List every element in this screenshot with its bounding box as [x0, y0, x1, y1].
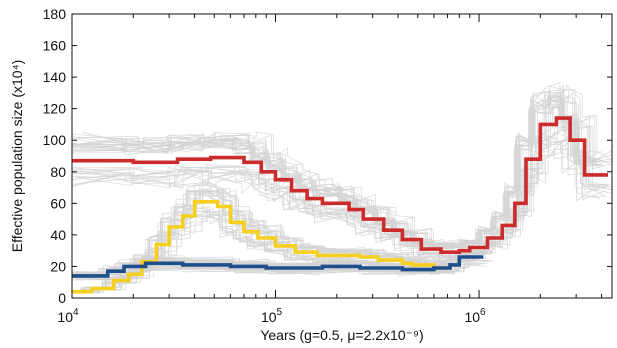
bootstrap-line — [71, 95, 600, 249]
bootstrap-line — [75, 264, 488, 280]
bootstrap-line — [79, 212, 455, 294]
plot-frame — [71, 13, 613, 299]
y-tick-label: 120 — [43, 101, 67, 117]
axis-ticks: 0 20 40 60 80 100 120 140 160 180 104 105 106 — [43, 6, 612, 325]
series-line-2 — [72, 200, 448, 294]
bootstrap-line — [74, 92, 611, 248]
y-tick-label: 180 — [43, 6, 67, 22]
y-tick-label: 140 — [43, 69, 67, 85]
x-tick-label: 105 — [261, 307, 283, 325]
bootstrap-line — [71, 253, 475, 274]
y-axis-label: Effective population size (x10⁴) — [9, 60, 25, 253]
bootstrap-line — [76, 261, 489, 281]
bootstrap-line — [71, 85, 602, 246]
series-line-1 — [72, 116, 608, 254]
x-tick-label: 104 — [57, 307, 79, 325]
series-layer — [72, 116, 608, 294]
y-tick-label: 0 — [58, 290, 66, 306]
bootstrap-line — [82, 84, 613, 249]
bootstrap-line — [71, 148, 606, 260]
y-tick-label: 40 — [50, 227, 66, 243]
x-axis-label: Years (g=0.5, μ=2.2x10⁻⁹) — [260, 327, 423, 343]
y-tick-label: 60 — [50, 195, 66, 211]
bootstrap-line — [84, 210, 460, 293]
bootstrap-line — [76, 88, 613, 248]
bootstrap-line — [71, 135, 599, 259]
bootstrap-line — [71, 84, 602, 249]
bootstrap-line — [84, 88, 613, 248]
y-tick-label: 160 — [43, 38, 67, 54]
x-tick-label: 106 — [464, 307, 486, 325]
y-tick-label: 80 — [50, 164, 66, 180]
y-tick-label: 20 — [50, 258, 66, 274]
y-tick-label: 100 — [43, 132, 67, 148]
series-line-3 — [72, 255, 484, 278]
